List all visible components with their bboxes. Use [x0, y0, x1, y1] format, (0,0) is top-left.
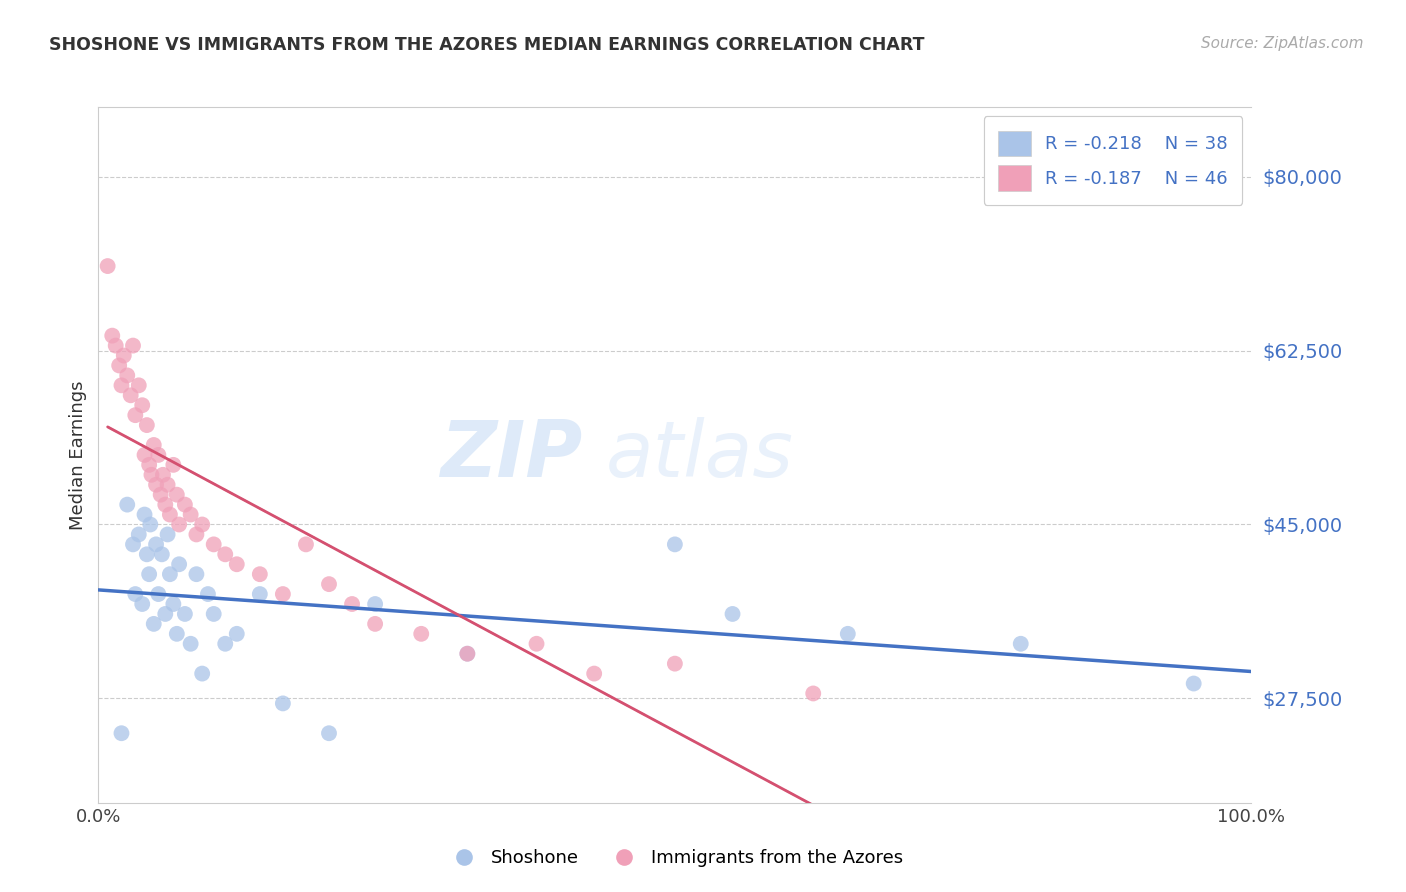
Point [141, 467, 163, 482]
Point [1010, 637, 1032, 651]
Point [101, 328, 124, 343]
Point [167, 517, 190, 532]
Point [456, 647, 478, 661]
Point [526, 637, 548, 651]
Point [202, 607, 225, 621]
Point [186, 527, 208, 541]
Point [162, 458, 184, 472]
Point [167, 558, 190, 572]
Point [131, 398, 153, 412]
Point [249, 587, 271, 601]
Point [364, 597, 387, 611]
Point [664, 537, 686, 551]
Point [110, 726, 132, 740]
Point [166, 627, 188, 641]
Point [112, 349, 135, 363]
Point [664, 657, 686, 671]
Point [120, 388, 142, 402]
Point [97, 259, 120, 273]
Text: atlas: atlas [606, 417, 793, 493]
Point [145, 477, 167, 491]
Point [117, 498, 138, 512]
Point [124, 408, 146, 422]
Point [174, 498, 197, 512]
Point [156, 527, 179, 541]
Point [149, 488, 172, 502]
Point [225, 627, 247, 641]
Point [155, 498, 177, 512]
Point [162, 597, 184, 611]
Point [166, 488, 188, 502]
Point [124, 587, 146, 601]
Text: ZIP: ZIP [440, 417, 582, 493]
Point [131, 597, 153, 611]
Point [180, 637, 202, 651]
Point [108, 359, 131, 373]
Point [128, 527, 150, 541]
Point [138, 567, 160, 582]
Point [145, 537, 167, 551]
Point [1182, 676, 1205, 690]
Point [318, 726, 340, 740]
Point [318, 577, 340, 591]
Point [271, 697, 294, 711]
Text: SHOSHONE VS IMMIGRANTS FROM THE AZORES MEDIAN EARNINGS CORRELATION CHART: SHOSHONE VS IMMIGRANTS FROM THE AZORES M… [49, 36, 925, 54]
Point [837, 627, 859, 641]
Point [138, 458, 160, 472]
Point [134, 448, 156, 462]
Point [150, 547, 173, 561]
Point [180, 508, 202, 522]
Point [128, 378, 150, 392]
Point [135, 418, 157, 433]
Point [801, 686, 824, 700]
Point [583, 666, 606, 681]
Point [134, 508, 156, 522]
Point [295, 537, 318, 551]
Point [411, 627, 433, 641]
Point [148, 448, 170, 462]
Point [364, 616, 387, 631]
Point [156, 477, 179, 491]
Point [197, 587, 219, 601]
Point [104, 338, 127, 352]
Point [191, 666, 214, 681]
Point [214, 637, 236, 651]
Point [110, 378, 132, 392]
Point [155, 607, 177, 621]
Point [202, 537, 225, 551]
Point [340, 597, 363, 611]
Point [225, 558, 247, 572]
Point [159, 567, 181, 582]
Point [186, 567, 208, 582]
Point [721, 607, 744, 621]
Point [142, 616, 165, 631]
Point [148, 587, 170, 601]
Point [456, 647, 478, 661]
Y-axis label: Median Earnings: Median Earnings [69, 380, 87, 530]
Legend: Shoshone, Immigrants from the Azores: Shoshone, Immigrants from the Azores [439, 842, 911, 874]
Point [191, 517, 214, 532]
Point [152, 467, 174, 482]
Point [122, 338, 145, 352]
Point [271, 587, 294, 601]
Point [249, 567, 271, 582]
Point [214, 547, 236, 561]
Point [122, 537, 145, 551]
Point [117, 368, 138, 383]
Point [142, 438, 165, 452]
Text: Source: ZipAtlas.com: Source: ZipAtlas.com [1201, 36, 1364, 51]
Legend: R = -0.218    N = 38, R = -0.187    N = 46: R = -0.218 N = 38, R = -0.187 N = 46 [984, 116, 1243, 205]
Point [135, 547, 157, 561]
Point [139, 517, 162, 532]
Point [174, 607, 197, 621]
Point [159, 508, 181, 522]
